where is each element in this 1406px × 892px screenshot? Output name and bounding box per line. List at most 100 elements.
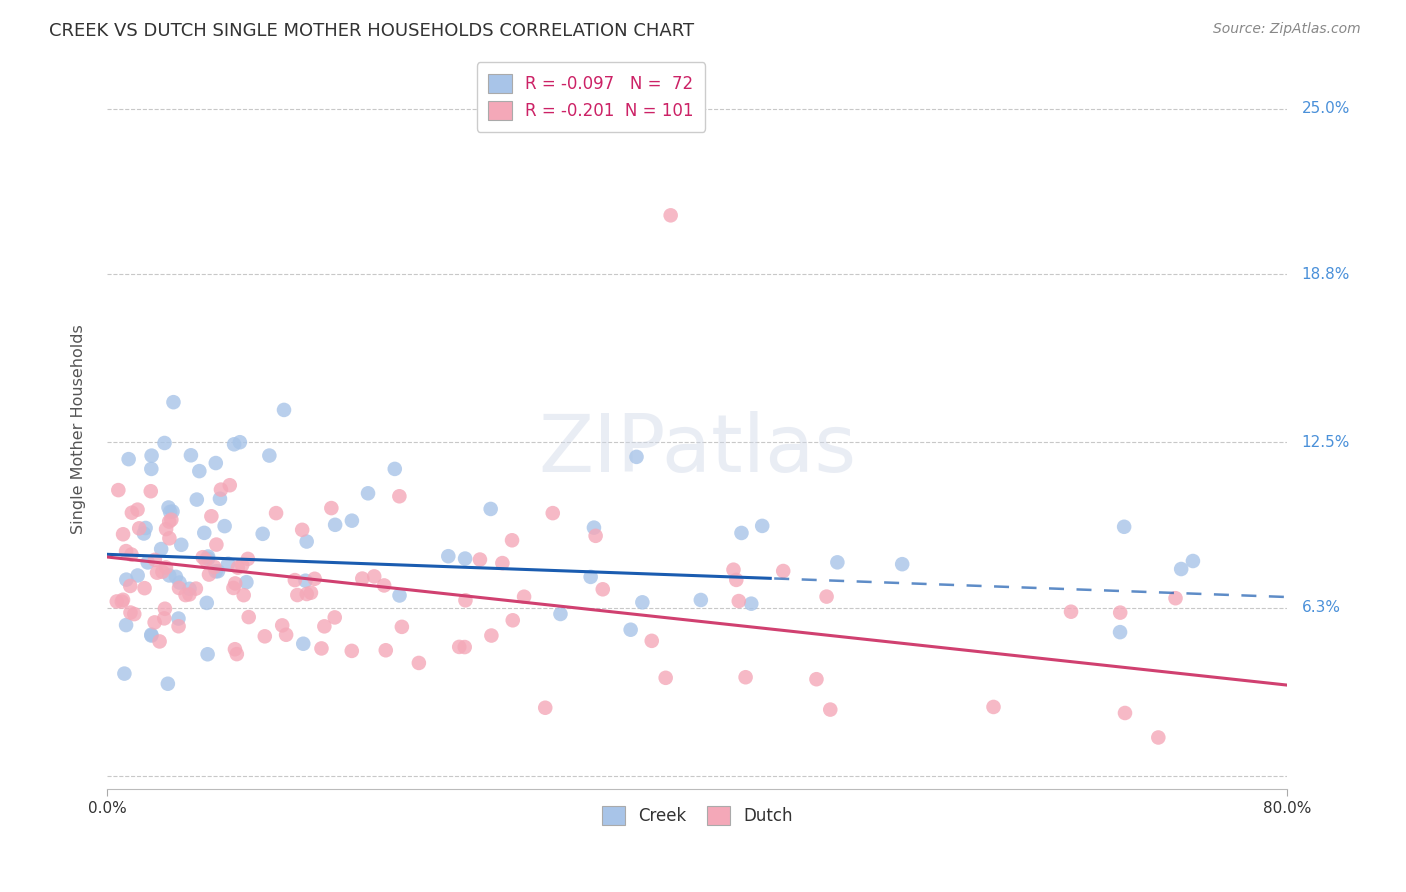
Point xyxy=(232,588,254,602)
Point xyxy=(437,549,460,564)
Point xyxy=(295,587,318,601)
Point xyxy=(820,702,842,716)
Point xyxy=(314,619,336,633)
Point xyxy=(111,594,134,608)
Point xyxy=(323,517,346,532)
Point xyxy=(226,560,249,574)
Point xyxy=(479,628,502,642)
Point xyxy=(160,513,183,527)
Point xyxy=(1164,591,1187,606)
Point xyxy=(169,575,191,590)
Point xyxy=(134,581,156,595)
Point xyxy=(274,628,297,642)
Point xyxy=(449,640,471,654)
Point xyxy=(195,596,218,610)
Point xyxy=(730,526,752,541)
Point xyxy=(641,633,664,648)
Point xyxy=(218,478,240,492)
Point xyxy=(273,403,295,417)
Point xyxy=(155,522,177,536)
Point xyxy=(321,501,343,516)
Point xyxy=(153,436,176,450)
Point xyxy=(153,611,176,625)
Point xyxy=(501,533,523,548)
Point xyxy=(373,578,395,592)
Point xyxy=(149,634,172,648)
Point xyxy=(179,587,201,601)
Point xyxy=(323,610,346,624)
Point xyxy=(127,502,149,516)
Point xyxy=(107,483,129,497)
Point xyxy=(815,590,838,604)
Point xyxy=(208,491,231,506)
Point xyxy=(891,557,914,571)
Point xyxy=(141,449,163,463)
Point xyxy=(352,572,374,586)
Point xyxy=(191,550,214,565)
Point xyxy=(654,671,676,685)
Point xyxy=(1181,554,1204,568)
Point xyxy=(285,588,308,602)
Point xyxy=(357,486,380,500)
Point xyxy=(127,568,149,582)
Text: 25.0%: 25.0% xyxy=(1302,101,1350,116)
Point xyxy=(299,585,322,599)
Point xyxy=(204,560,226,574)
Point xyxy=(143,553,166,567)
Point xyxy=(806,672,828,686)
Point xyxy=(157,531,180,545)
Point xyxy=(155,560,177,574)
Point xyxy=(128,521,150,535)
Point xyxy=(340,514,363,528)
Point xyxy=(224,642,246,657)
Point xyxy=(157,515,180,529)
Point xyxy=(541,506,564,520)
Point xyxy=(205,538,228,552)
Point xyxy=(209,483,232,497)
Point xyxy=(479,502,502,516)
Point xyxy=(132,526,155,541)
Point xyxy=(454,640,477,654)
Point xyxy=(311,641,333,656)
Point xyxy=(259,449,281,463)
Point xyxy=(229,435,252,450)
Text: Source: ZipAtlas.com: Source: ZipAtlas.com xyxy=(1213,22,1361,37)
Point xyxy=(388,589,411,603)
Point xyxy=(631,595,654,609)
Point xyxy=(294,574,316,588)
Point xyxy=(112,527,135,541)
Point xyxy=(111,592,134,607)
Point xyxy=(197,549,219,564)
Point xyxy=(734,670,756,684)
Point xyxy=(292,637,315,651)
Text: 18.8%: 18.8% xyxy=(1302,267,1350,282)
Point xyxy=(197,551,219,566)
Point xyxy=(180,448,202,462)
Point xyxy=(139,484,162,499)
Point xyxy=(751,519,773,533)
Point xyxy=(408,656,430,670)
Point xyxy=(150,565,173,579)
Point xyxy=(388,489,411,503)
Legend: Creek, Dutch: Creek, Dutch xyxy=(592,796,803,835)
Point xyxy=(225,647,247,661)
Point xyxy=(162,504,184,518)
Point xyxy=(162,395,184,409)
Y-axis label: Single Mother Households: Single Mother Households xyxy=(72,324,86,533)
Point xyxy=(363,569,385,583)
Point xyxy=(1109,625,1132,640)
Point xyxy=(236,552,259,566)
Point xyxy=(150,542,173,557)
Point xyxy=(121,506,143,520)
Point xyxy=(384,462,406,476)
Point xyxy=(284,573,307,587)
Point xyxy=(689,593,711,607)
Point xyxy=(513,590,536,604)
Point xyxy=(156,677,179,691)
Point xyxy=(340,644,363,658)
Point xyxy=(252,526,274,541)
Point xyxy=(120,579,142,593)
Point xyxy=(304,572,326,586)
Point xyxy=(115,544,138,558)
Point xyxy=(105,594,128,608)
